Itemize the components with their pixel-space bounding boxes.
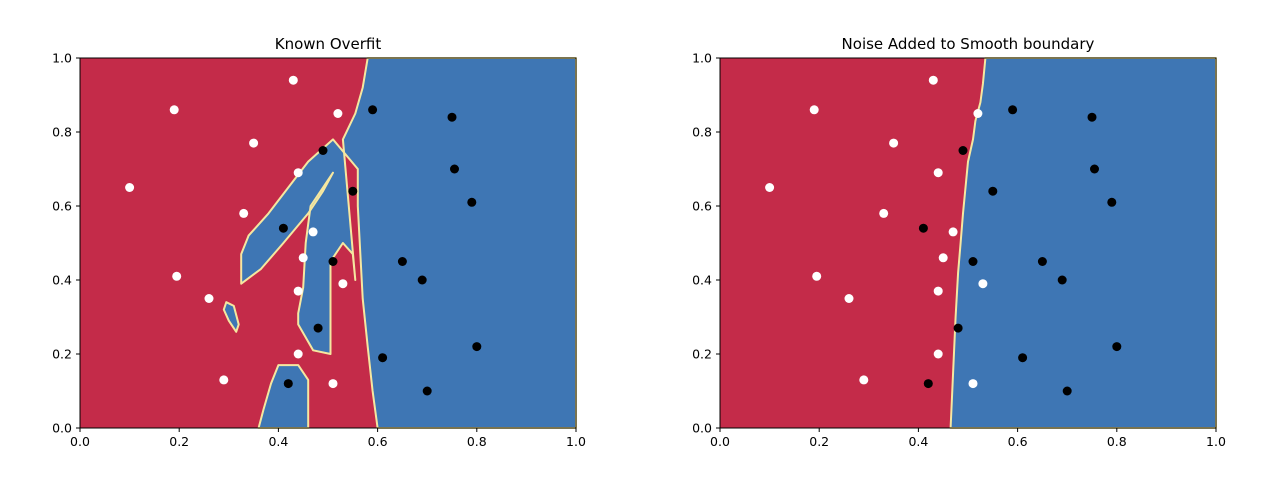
plot-frame: [719, 57, 1217, 429]
y-tick-label: 0.0: [692, 421, 712, 436]
y-tick-label: 1.0: [692, 51, 712, 66]
data-point-white-5: [765, 183, 775, 192]
y-tick-label: 0.4: [52, 273, 72, 288]
y-tick-label: 0.2: [692, 347, 712, 362]
region-class-1-2: [257, 364, 310, 429]
data-point-black-5: [1107, 197, 1117, 207]
data-point-black-4: [348, 186, 358, 196]
x-tick-label: 0.2: [169, 434, 189, 449]
data-point-black-12: [1018, 353, 1028, 363]
data-point-white-11: [293, 286, 303, 296]
data-point-white-3: [889, 138, 899, 148]
data-point-black-6: [918, 223, 928, 233]
region-class-1-1: [222, 301, 240, 333]
data-point-white-12: [844, 294, 854, 303]
x-tick-label: 0.8: [467, 434, 487, 449]
data-point-black-6: [278, 223, 288, 233]
x-tick-label: 1.0: [566, 434, 586, 449]
data-point-white-9: [812, 271, 822, 281]
data-point-black-8: [1037, 257, 1047, 266]
data-point-white-8: [938, 253, 948, 263]
data-point-white-10: [338, 279, 348, 289]
data-point-black-11: [472, 342, 482, 352]
data-point-white-0: [288, 75, 298, 85]
data-point-white-2: [973, 109, 983, 118]
data-point-white-10: [978, 279, 988, 289]
y-tick-label: 0.8: [52, 125, 72, 140]
y-tick-label: 0.6: [692, 199, 712, 214]
data-point-black-4: [988, 186, 998, 196]
x-tick-label: 0.4: [268, 434, 288, 449]
data-point-black-2: [318, 146, 328, 155]
data-point-white-4: [293, 168, 303, 178]
data-point-white-13: [293, 349, 303, 359]
subplot-known-overfit: Known Overfit 0.0 0.2 0.4 0.6 0.8 1.0 0.0 0.2 0.…: [52, 35, 586, 449]
data-point-black-1: [447, 112, 457, 122]
subplot-noise-added: Noise Added to Smooth boundary 0.0 0.2 0.4…: [692, 35, 1226, 449]
data-point-black-1: [1087, 112, 1097, 122]
data-point-black-7: [328, 257, 338, 266]
data-point-white-1: [169, 105, 179, 115]
data-point-white-11: [933, 286, 943, 296]
data-point-white-7: [308, 227, 318, 237]
x-tick-label: 0.0: [70, 434, 90, 449]
x-tick-label: 0.0: [710, 434, 730, 449]
data-point-black-0: [368, 105, 378, 115]
data-point-black-14: [422, 386, 432, 396]
data-point-white-8: [298, 253, 308, 263]
data-point-white-0: [928, 75, 938, 85]
region-class-1-0: [949, 57, 1217, 429]
chart-title: Known Overfit: [275, 35, 382, 53]
data-point-white-6: [239, 208, 249, 218]
data-point-white-6: [879, 208, 889, 218]
data-point-white-7: [948, 227, 958, 237]
data-point-white-15: [328, 379, 338, 389]
data-point-black-8: [397, 257, 407, 266]
x-tick-label: 0.4: [908, 434, 928, 449]
data-point-white-14: [219, 375, 229, 385]
data-point-black-13: [283, 379, 293, 389]
data-point-white-1: [809, 105, 819, 115]
data-point-black-5: [467, 197, 477, 207]
x-tick-label: 0.8: [1107, 434, 1127, 449]
data-point-white-12: [204, 294, 214, 303]
data-point-black-12: [378, 353, 388, 363]
y-tick-label: 0.4: [692, 273, 712, 288]
data-point-black-13: [923, 379, 933, 389]
data-point-black-0: [1008, 105, 1018, 115]
data-point-white-13: [933, 349, 943, 359]
data-point-black-14: [1062, 386, 1072, 396]
data-point-black-7: [968, 257, 978, 266]
data-point-white-5: [125, 183, 135, 192]
data-point-white-14: [859, 375, 869, 385]
data-point-white-15: [968, 379, 978, 389]
plot-frame: [79, 57, 577, 429]
x-tick-label: 0.6: [1008, 434, 1028, 449]
chart-title: Noise Added to Smooth boundary: [842, 35, 1095, 53]
y-tick-label: 0.6: [52, 199, 72, 214]
x-tick-label: 1.0: [1206, 434, 1226, 449]
data-point-black-3: [1090, 164, 1099, 174]
y-tick-label: 0.0: [52, 421, 72, 436]
data-point-white-4: [933, 168, 943, 178]
data-point-black-9: [417, 275, 427, 285]
data-point-black-11: [1112, 342, 1122, 352]
y-tick-label: 1.0: [52, 51, 72, 66]
data-point-white-9: [172, 271, 182, 281]
x-tick-label: 0.2: [809, 434, 829, 449]
data-point-black-2: [958, 146, 968, 155]
data-point-black-3: [450, 164, 459, 174]
data-point-black-9: [1057, 275, 1067, 285]
y-tick-label: 0.8: [692, 125, 712, 140]
data-point-white-2: [333, 109, 343, 118]
y-tick-label: 0.2: [52, 347, 72, 362]
x-tick-label: 0.6: [368, 434, 388, 449]
data-point-black-10: [953, 323, 963, 333]
data-point-black-10: [313, 323, 323, 333]
data-point-white-3: [249, 138, 259, 148]
